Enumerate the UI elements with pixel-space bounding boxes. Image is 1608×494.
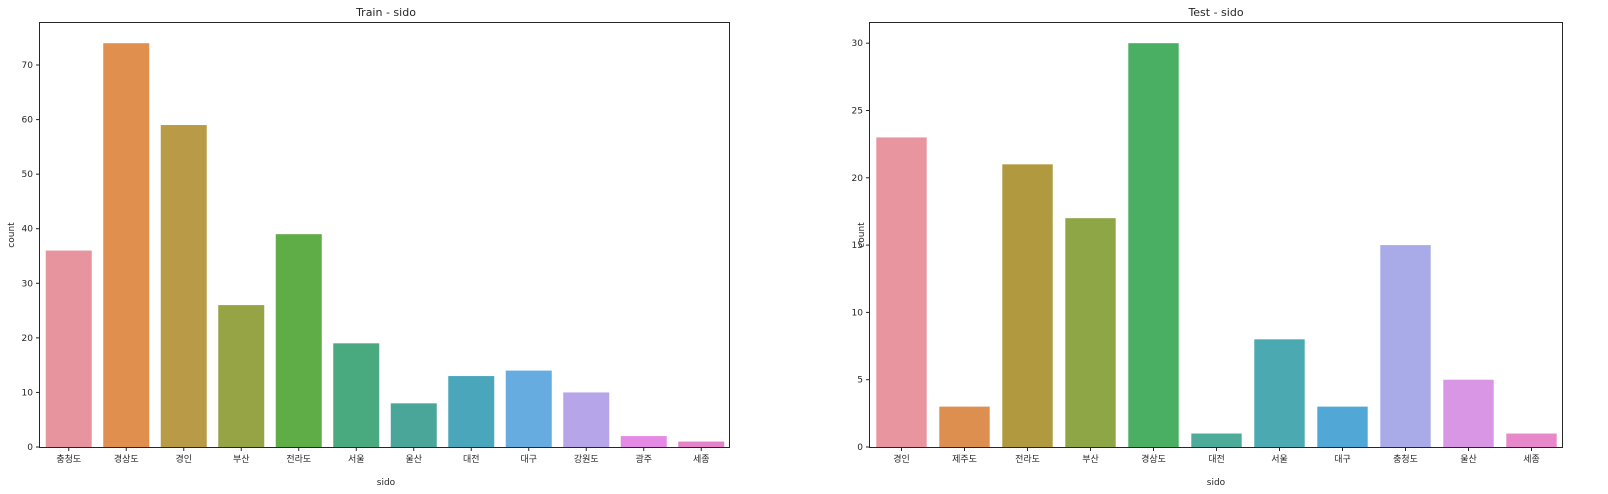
y-tick-label: 30 xyxy=(22,279,34,289)
test-sido-chart: Test - sido sido count 0 5 10 15 20 25 30 경인 제주… xyxy=(852,6,1563,488)
train-sido-chart: Train - sido sido count 010203040506070 … xyxy=(7,6,730,488)
bar xyxy=(103,43,150,447)
x-ticks: 경인 제주도 전라도 부산 경상도 대전 서울 대구 충청도 울산 세종 xyxy=(893,447,1540,465)
bar xyxy=(563,392,610,447)
bar xyxy=(1317,406,1368,447)
x-tick-label: 서울 xyxy=(348,454,365,465)
x-axis-label: sido xyxy=(1207,478,1226,488)
y-tick-label: 15 xyxy=(852,241,863,251)
y-tick-label: 20 xyxy=(852,174,864,184)
bar xyxy=(448,376,495,447)
y-tick-label: 50 xyxy=(22,170,34,180)
y-ticks: 0 10 20 30 40 50 60 70 xyxy=(22,61,40,453)
x-tick-label: 울산 xyxy=(1460,454,1477,465)
x-tick-label: 경상도 xyxy=(114,453,139,465)
bar xyxy=(678,441,725,447)
bars xyxy=(876,43,1557,447)
plot-frame xyxy=(39,22,730,448)
bar xyxy=(333,343,380,447)
plot-frame xyxy=(869,22,1563,448)
bar xyxy=(390,403,437,447)
y-tick-label: 10 xyxy=(852,308,864,318)
chart-title: Test - sido xyxy=(1187,6,1243,19)
bar xyxy=(218,305,265,447)
bar xyxy=(1380,245,1431,447)
bar xyxy=(1128,43,1179,447)
bar xyxy=(1254,339,1305,447)
x-tick-label: 대구 xyxy=(520,454,537,465)
y-tick-label: 40 xyxy=(22,225,34,235)
bar xyxy=(1065,218,1116,447)
y-axis-label: count xyxy=(857,222,867,248)
bar xyxy=(45,250,92,447)
x-tick-label: 경인 xyxy=(893,453,910,465)
bar xyxy=(505,370,552,447)
x-tick-label: 부산 xyxy=(1082,454,1099,465)
bar xyxy=(620,436,667,447)
x-tick-label: 세종 xyxy=(693,454,710,465)
y-tick-label: 25 xyxy=(852,106,863,116)
bar xyxy=(939,406,990,447)
y-axis-label: count xyxy=(7,222,17,248)
x-tick-label: 충청도 xyxy=(1393,454,1418,465)
x-tick-label: 경상도 xyxy=(1141,453,1166,465)
bar xyxy=(275,234,322,447)
y-tick-label: 10 xyxy=(22,388,34,398)
x-tick-label: 울산 xyxy=(405,454,422,465)
y-tick-label: 5 xyxy=(857,376,863,386)
x-ticks: 충청도 경상도 경인 부산 전라도 서울 울산 대전 대구 강원도 광주 세종 xyxy=(56,447,710,465)
chart-title: Train - sido xyxy=(355,6,416,19)
bar xyxy=(160,125,207,447)
x-tick-label: 경인 xyxy=(175,453,192,465)
bar xyxy=(1443,379,1494,447)
x-tick-label: 대구 xyxy=(1334,454,1351,465)
bar xyxy=(1002,164,1053,447)
x-tick-label: 대전 xyxy=(463,454,480,465)
y-ticks: 0 5 10 15 20 25 30 xyxy=(852,39,870,453)
x-tick-label: 광주 xyxy=(635,453,652,465)
bar xyxy=(1191,433,1242,447)
x-tick-label: 전라도 xyxy=(1015,454,1040,465)
y-tick-label: 70 xyxy=(22,61,34,71)
y-tick-label: 20 xyxy=(22,334,34,344)
y-tick-label: 60 xyxy=(22,116,34,126)
x-tick-label: 부산 xyxy=(233,454,250,465)
x-tick-label: 세종 xyxy=(1523,454,1540,465)
x-tick-label: 서울 xyxy=(1271,454,1288,465)
x-tick-label: 전라도 xyxy=(286,454,311,465)
x-tick-label: 충청도 xyxy=(56,454,81,465)
y-tick-label: 0 xyxy=(27,443,33,453)
y-tick-label: 30 xyxy=(852,39,864,49)
bars xyxy=(45,43,725,447)
bar xyxy=(1506,433,1557,447)
y-tick-label: 0 xyxy=(857,443,863,453)
x-tick-label: 강원도 xyxy=(574,454,599,465)
x-axis-label: sido xyxy=(377,478,396,488)
x-tick-label: 제주도 xyxy=(952,454,977,465)
x-tick-label: 대전 xyxy=(1208,454,1225,465)
bar xyxy=(876,137,927,447)
